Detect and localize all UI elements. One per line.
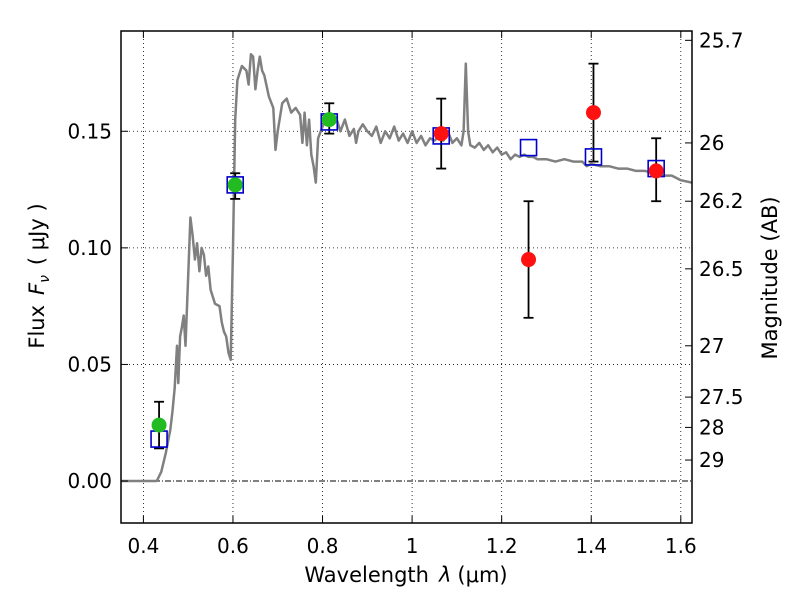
y-axis-label-unit: ( μJy ) xyxy=(25,203,49,265)
x-tick-label: 0.8 xyxy=(307,534,339,558)
red-data-point xyxy=(521,252,537,268)
x-tick-label: 1 xyxy=(406,534,419,558)
model-box-marker xyxy=(519,138,538,157)
y2-tick-label: 29 xyxy=(699,448,724,472)
y-axis-label: Flux Fν ( μJy ) xyxy=(25,203,53,348)
x-tick-label: 0.4 xyxy=(127,534,159,558)
x-tick-label: 1.2 xyxy=(486,534,518,558)
y-axis-ticks: 0.00 0.05 0.10 0.15 xyxy=(67,119,128,493)
x-axis-label-unit: (μm) xyxy=(457,563,507,587)
y2-tick-label: 26.5 xyxy=(699,257,744,281)
red-data-point xyxy=(648,163,664,179)
y-tick-label: 0.15 xyxy=(67,119,112,143)
y2-axis-ticks: 25.7 26 26.2 26.5 27 27.5 28 29 xyxy=(685,28,744,472)
x-axis-label: Wavelength λ (μm) xyxy=(304,563,507,587)
x-tick-label: 0.6 xyxy=(217,534,249,558)
green-data-point xyxy=(151,417,167,433)
y2-tick-label: 25.7 xyxy=(699,28,744,52)
green-data-point xyxy=(227,177,243,193)
y2-tick-label: 26.2 xyxy=(699,189,744,213)
y-axis-label-subscript: ν xyxy=(37,275,53,283)
y2-tick-label: 27.5 xyxy=(699,385,744,409)
y2-axis-label: Magnitude (AB) xyxy=(758,196,782,359)
x-tick-label: 1.4 xyxy=(575,534,607,558)
red-data-point xyxy=(433,126,449,142)
red-data-point xyxy=(585,105,601,121)
y2-tick-label: 27 xyxy=(699,334,724,358)
observed-photometry-points xyxy=(151,105,664,433)
plot-frame xyxy=(120,30,693,524)
x-axis-label-text: Wavelength xyxy=(304,563,429,587)
y-axis-label-symbol: F xyxy=(25,282,49,295)
x-axis-ticks: 0.4 0.6 0.8 1 1.2 1.4 1.6 xyxy=(127,31,697,558)
y-tick-label: 0.05 xyxy=(67,352,112,376)
y-axis-label-text: Flux xyxy=(25,305,49,349)
y-tick-label: 0.00 xyxy=(67,469,112,493)
x-tick-label: 1.6 xyxy=(665,534,697,558)
y2-tick-label: 26 xyxy=(699,131,724,155)
model-box-marker xyxy=(226,176,244,194)
y2-tick-label: 28 xyxy=(699,415,724,439)
y-tick-label: 0.10 xyxy=(67,236,112,260)
x-axis-label-symbol: λ xyxy=(438,563,451,587)
green-data-point xyxy=(321,112,337,128)
model-box-marker xyxy=(584,148,603,166)
